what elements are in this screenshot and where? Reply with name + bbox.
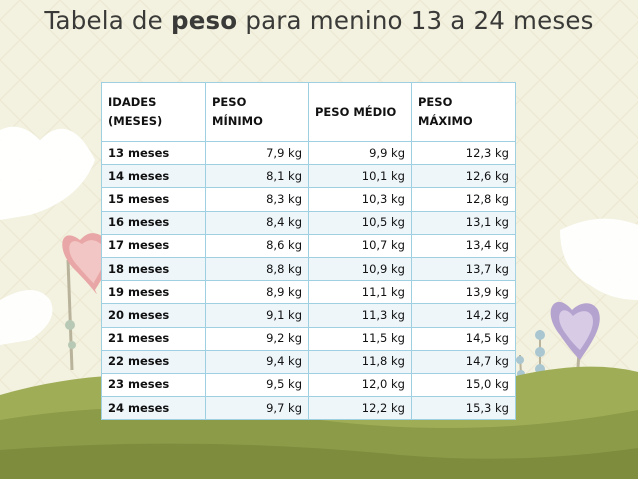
cell-avg: 11,3 kg xyxy=(308,303,412,328)
cell-avg: 10,3 kg xyxy=(308,187,412,212)
header-min-line2: MÍNIMO xyxy=(212,114,263,128)
cell-avg: 10,7 kg xyxy=(308,233,412,258)
header-age-line1: IDADES xyxy=(108,95,157,109)
cell-min: 9,1 kg xyxy=(205,303,309,328)
cell-max: 12,8 kg xyxy=(411,187,516,212)
header-min-line1: PESO xyxy=(212,95,247,109)
table-header-row: IDADES (MESES) PESO MÍNIMO PESO MÉDIO PE… xyxy=(101,82,516,142)
page-title: Tabela de peso para menino 13 a 24 meses xyxy=(0,6,638,35)
cell-min: 7,9 kg xyxy=(205,140,309,166)
table-body: 13 meses 7,9 kg 9,9 kg 12,3 kg 14 meses 8,1 … xyxy=(101,140,516,421)
cell-max: 15,3 kg xyxy=(411,396,516,421)
cell-age: 19 meses xyxy=(101,280,206,305)
table-row: 16 meses 8,4 kg 10,5 kg 13,1 kg xyxy=(101,210,516,235)
title-prefix: Tabela de xyxy=(44,6,171,35)
cell-max: 12,6 kg xyxy=(411,164,516,189)
cloud-icon xyxy=(0,126,638,345)
cell-max: 13,9 kg xyxy=(411,280,516,305)
cell-max: 12,3 kg xyxy=(411,140,516,166)
header-age: IDADES (MESES) xyxy=(101,82,206,142)
cell-max: 14,5 kg xyxy=(411,326,516,351)
header-age-line2: (MESES) xyxy=(108,114,163,128)
cell-min: 8,3 kg xyxy=(205,187,309,212)
cell-avg: 10,9 kg xyxy=(308,256,412,282)
heart-flower-pink-icon xyxy=(62,233,111,371)
table-row: 23 meses 9,5 kg 12,0 kg 15,0 kg xyxy=(101,372,516,398)
cell-min: 8,9 kg xyxy=(205,280,309,305)
cell-max: 13,1 kg xyxy=(411,210,516,235)
cell-avg: 9,9 kg xyxy=(308,140,412,166)
cell-avg: 12,2 kg xyxy=(308,396,412,421)
cell-min: 9,2 kg xyxy=(205,326,309,351)
table-row: 22 meses 9,4 kg 11,8 kg 14,7 kg xyxy=(101,349,516,374)
table-row: 15 meses 8,3 kg 10,3 kg 12,8 kg xyxy=(101,187,516,212)
header-min: PESO MÍNIMO xyxy=(205,82,309,142)
cell-age: 24 meses xyxy=(101,396,206,421)
header-max: PESO MÁXIMO xyxy=(411,82,516,142)
cell-min: 9,5 kg xyxy=(205,372,309,398)
weight-table: IDADES (MESES) PESO MÍNIMO PESO MÉDIO PE… xyxy=(101,82,516,421)
table-row: 17 meses 8,6 kg 10,7 kg 13,4 kg xyxy=(101,233,516,258)
cell-avg: 11,1 kg xyxy=(308,280,412,305)
cell-max: 15,0 kg xyxy=(411,372,516,398)
title-emphasis: peso xyxy=(170,6,238,35)
cell-age: 18 meses xyxy=(101,256,206,282)
cell-max: 14,7 kg xyxy=(411,349,516,374)
header-avg-label: PESO MÉDIO xyxy=(315,104,397,119)
cell-age: 22 meses xyxy=(101,349,206,374)
cell-min: 8,1 kg xyxy=(205,164,309,189)
cell-avg: 11,5 kg xyxy=(308,326,412,351)
table-row: 24 meses 9,7 kg 12,2 kg 15,3 kg xyxy=(101,396,516,421)
header-max-line1: PESO xyxy=(418,95,453,109)
cell-age: 23 meses xyxy=(101,372,206,398)
cell-age: 21 meses xyxy=(101,326,206,351)
cell-avg: 10,1 kg xyxy=(308,164,412,189)
table-row: 19 meses 8,9 kg 11,1 kg 13,9 kg xyxy=(101,280,516,305)
cell-age: 14 meses xyxy=(101,164,206,189)
cell-min: 9,7 kg xyxy=(205,396,309,421)
cell-age: 20 meses xyxy=(101,303,206,328)
table-row: 20 meses 9,1 kg 11,3 kg 14,2 kg xyxy=(101,303,516,328)
cell-max: 14,2 kg xyxy=(411,303,516,328)
table-row: 18 meses 8,8 kg 10,9 kg 13,7 kg xyxy=(101,256,516,282)
table-row: 14 meses 8,1 kg 10,1 kg 12,6 kg xyxy=(101,164,516,189)
title-suffix: para menino 13 a 24 meses xyxy=(237,6,594,35)
cell-max: 13,7 kg xyxy=(411,256,516,282)
cell-age: 16 meses xyxy=(101,210,206,235)
cell-age: 13 meses xyxy=(101,140,206,166)
cell-age: 15 meses xyxy=(101,187,206,212)
cell-min: 8,4 kg xyxy=(205,210,309,235)
cell-age: 17 meses xyxy=(101,233,206,258)
cell-max: 13,4 kg xyxy=(411,233,516,258)
table-row: 21 meses 9,2 kg 11,5 kg 14,5 kg xyxy=(101,326,516,351)
cell-avg: 12,0 kg xyxy=(308,372,412,398)
cell-avg: 11,8 kg xyxy=(308,349,412,374)
header-max-line2: MÁXIMO xyxy=(418,114,473,128)
cell-avg: 10,5 kg xyxy=(308,210,412,235)
cell-min: 8,6 kg xyxy=(205,233,309,258)
cell-min: 9,4 kg xyxy=(205,349,309,374)
table-row: 13 meses 7,9 kg 9,9 kg 12,3 kg xyxy=(101,140,516,166)
header-avg: PESO MÉDIO xyxy=(308,82,412,142)
cell-min: 8,8 kg xyxy=(205,256,309,282)
